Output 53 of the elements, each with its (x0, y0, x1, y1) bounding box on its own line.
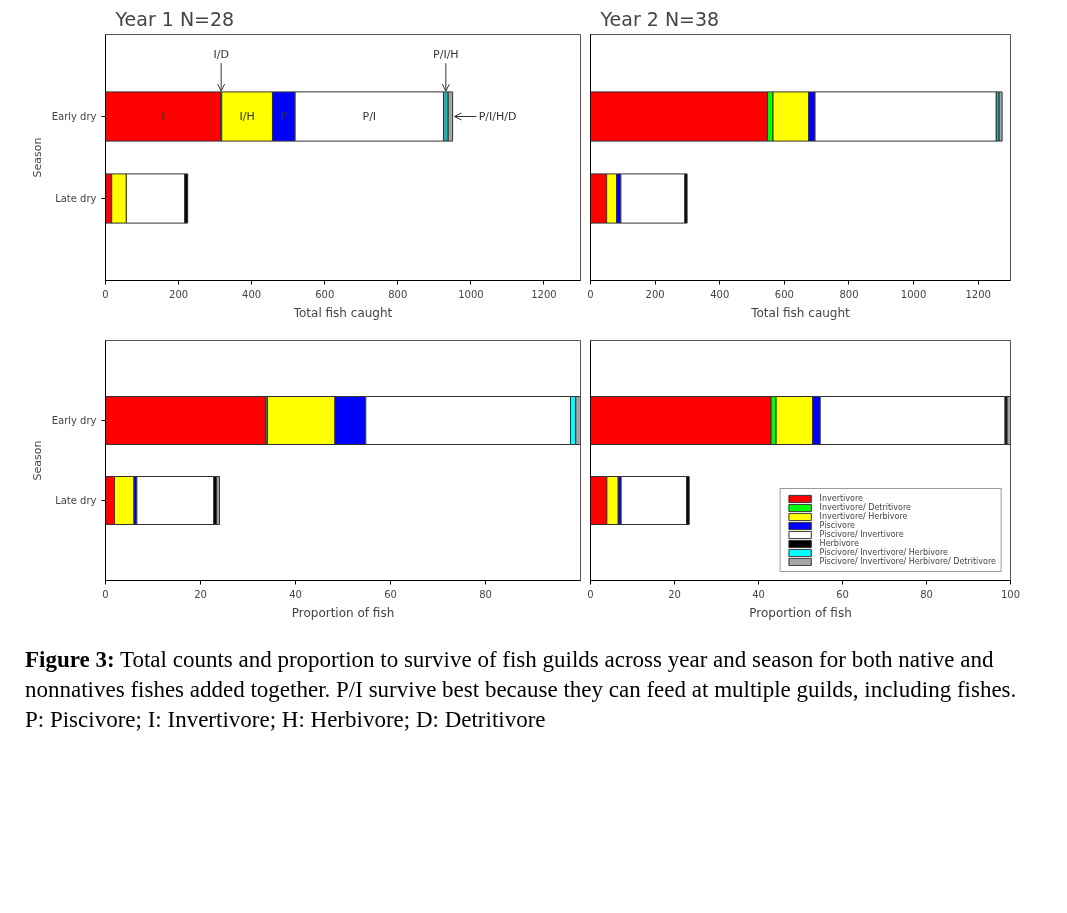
x-tick-label: 1000 (900, 288, 927, 300)
x-axis-title: Total fish caught (750, 305, 851, 320)
x-tick-label: 0 (102, 288, 109, 300)
x-tick-label: 1000 (458, 288, 484, 300)
legend-label: Piscivore (819, 521, 855, 530)
x-tick-label: 1200 (965, 288, 991, 300)
x-tick-label: 100 (1000, 588, 1021, 600)
x-tick-label: 40 (289, 588, 302, 600)
data-label: P/I/H/D (478, 110, 517, 123)
x-tick-label: 60 (836, 588, 849, 600)
x-tick-label: 800 (839, 288, 859, 300)
x-axis-title: Total fish caught (292, 305, 393, 320)
y-tick-label: Late dry (55, 495, 97, 506)
caption: Figure 3: Total counts and proportion to survive of fish guilds across year and season for both native and nonnatives fishes added together. P/I survive best because they can feed at multiple guilds, including fishes. P: Piscivore; I: Invertivore; H: Herbivore; D: Detritivore (25, 646, 1018, 734)
x-tick-label: 600 (315, 288, 335, 300)
y-tick-label: Late dry (55, 193, 97, 204)
x-tick-label: 800 (388, 288, 408, 300)
y-tick-label: Early dry (51, 111, 97, 122)
data-label: I (161, 110, 165, 123)
legend-label: Invertivore/ Detritivore (819, 503, 911, 512)
x-tick-label: 200 (169, 288, 189, 300)
y-axis-title: Season (30, 440, 44, 481)
x-tick-label: 400 (710, 288, 730, 300)
x-tick-label: 20 (194, 588, 207, 600)
x-tick-label: 60 (384, 588, 397, 600)
y-tick-label: Early dry (51, 415, 97, 426)
x-tick-label: 80 (479, 588, 492, 600)
data-label: I/D (213, 47, 229, 61)
x-tick-label: 20 (668, 588, 681, 600)
data-label: P/I/H (433, 47, 459, 61)
legend-label: Herbivore (819, 539, 859, 548)
x-tick-label: 0 (587, 588, 594, 600)
x-tick-label: 1200 (531, 288, 557, 300)
legend-label: Piscivore/ Invertivore/ Herbivore (819, 548, 948, 557)
chart-title: Year 2 N=38 (599, 7, 720, 30)
x-tick-label: 0 (102, 588, 109, 600)
chart-title: Year 1 N=28 (114, 7, 235, 30)
x-tick-label: 0 (587, 288, 594, 300)
y-axis-title: Season (30, 137, 44, 178)
legend-label: Piscivore/ Invertivore/ Herbivore/ Detritivore (819, 557, 996, 566)
x-axis-title: Proportion of fish (291, 605, 395, 620)
legend-label: Invertivore/ Herbivore (819, 512, 908, 521)
legend-label: Piscivore/ Invertivore (819, 530, 904, 539)
data-label: P/I (362, 110, 377, 123)
x-tick-label: 200 (645, 288, 665, 300)
data-label: I/H (239, 110, 255, 123)
x-tick-label: 80 (920, 588, 933, 600)
x-tick-label: 40 (752, 588, 765, 600)
x-tick-label: 600 (774, 288, 794, 300)
legend-label: Invertivore (819, 494, 864, 503)
x-tick-label: 400 (242, 288, 262, 300)
x-axis-title: Proportion of fish (749, 605, 852, 620)
data-label: P (280, 110, 288, 123)
